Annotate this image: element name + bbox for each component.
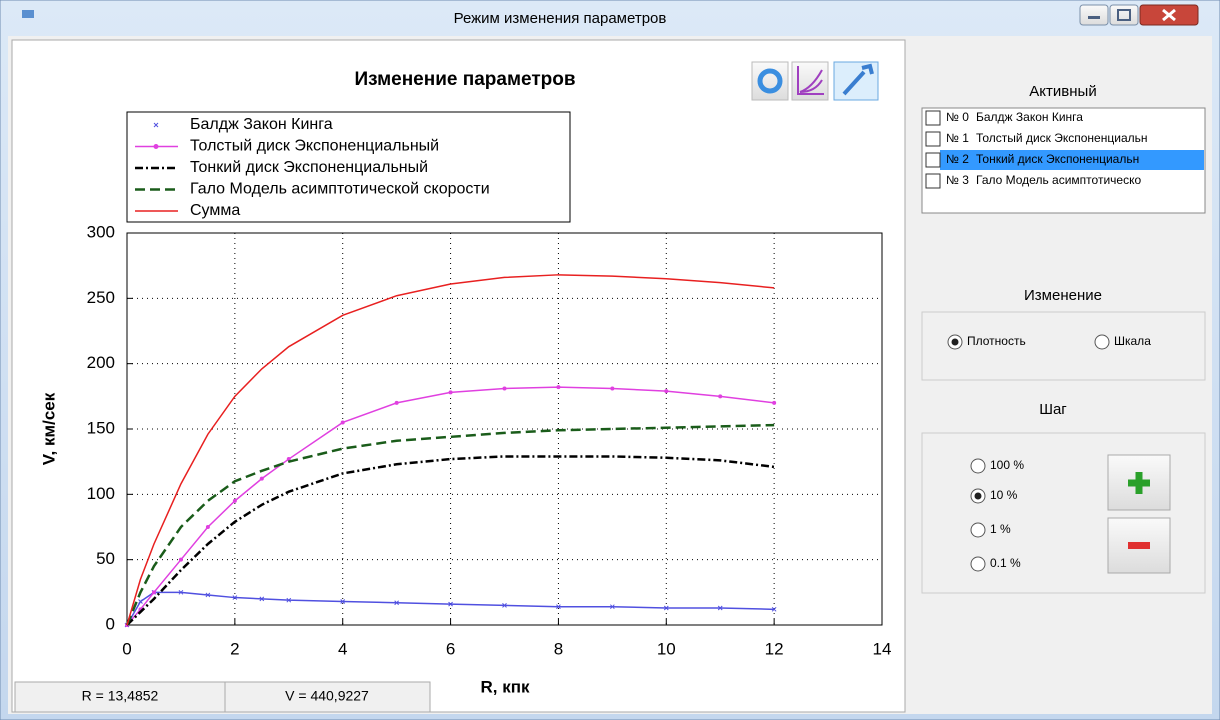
legend-label: Балдж Закон Кинга: [190, 116, 333, 133]
list-item-name: Тонкий диск Экспоненциальн: [976, 152, 1139, 166]
legend-marker: [154, 144, 159, 149]
x-tick-label: 0: [122, 639, 131, 658]
legend-label: Гало Модель асимптотической скорости: [190, 181, 490, 198]
minus-icon: [1128, 542, 1150, 549]
window-title: Режим изменения параметров: [454, 10, 667, 27]
y-tick-label: 100: [87, 484, 115, 503]
x-tick-label: 2: [230, 639, 239, 658]
x-tick-label: 12: [765, 639, 784, 658]
step-title: Шаг: [1039, 401, 1067, 418]
radio-label: Шкала: [1114, 334, 1151, 348]
list-item-number: № 0: [946, 110, 969, 124]
radio-button[interactable]: [971, 523, 985, 537]
radio-dot: [975, 493, 982, 500]
marker: [610, 386, 614, 390]
list-item-name: Гало Модель асимптотическо: [976, 173, 1141, 187]
marker: [179, 558, 183, 562]
y-tick-label: 300: [87, 222, 115, 241]
radio-button[interactable]: [1095, 335, 1109, 349]
marker: [664, 389, 668, 393]
list-item-number: № 1: [946, 131, 969, 145]
change-title: Изменение: [1024, 287, 1102, 304]
marker: [449, 390, 453, 394]
radio-label: Плотность: [967, 334, 1026, 348]
list-item-number: № 3: [946, 173, 969, 187]
marker: [260, 477, 264, 481]
radio-label: 10 %: [990, 488, 1018, 502]
marker: [341, 420, 345, 424]
marker: [772, 401, 776, 405]
window: Режим изменения параметров Изменение пар…: [0, 0, 1220, 720]
radio-dot: [952, 339, 959, 346]
y-tick-label: 50: [96, 549, 115, 568]
marker: [206, 525, 210, 529]
x-tick-label: 8: [554, 639, 563, 658]
window-icon: [22, 10, 34, 18]
legend-label: Тонкий диск Экспоненциальный: [190, 159, 428, 176]
list-checkbox[interactable]: [926, 153, 940, 167]
y-tick-label: 0: [106, 614, 115, 633]
legend: Балдж Закон Кинга Толстый диск Экспоненци…: [127, 112, 570, 222]
maximize-button[interactable]: [1110, 5, 1138, 25]
y-tick-label: 200: [87, 353, 115, 372]
x-tick-label: 6: [446, 639, 455, 658]
x-tick-label: 4: [338, 639, 347, 658]
radio-button[interactable]: [971, 557, 985, 571]
minimize-button[interactable]: [1080, 5, 1108, 25]
list-item-number: № 2: [946, 152, 969, 166]
x-tick-label: 10: [657, 639, 676, 658]
status-v: V = 440,9227: [285, 688, 369, 704]
status-r: R = 13,4852: [82, 688, 159, 704]
list-item-name: Балдж Закон Кинга: [976, 110, 1083, 124]
y-tick-label: 250: [87, 288, 115, 307]
chart-toolbar: [752, 62, 878, 100]
radio-button[interactable]: [971, 459, 985, 473]
legend-label: Сумма: [190, 202, 240, 219]
y-axis-label: V, км/сек: [39, 392, 58, 465]
list-checkbox[interactable]: [926, 132, 940, 146]
radio-label: 100 %: [990, 458, 1024, 472]
plot-frame: [127, 233, 882, 625]
active-title: Активный: [1029, 83, 1096, 100]
refresh-button[interactable]: [752, 62, 788, 100]
marker: [503, 386, 507, 390]
marker: [395, 401, 399, 405]
list-item-name: Толстый диск Экспоненциальн: [976, 131, 1148, 145]
chart-title: Изменение параметров: [354, 69, 575, 90]
list-checkbox[interactable]: [926, 111, 940, 125]
radio-label: 0.1 %: [990, 556, 1021, 570]
x-tick-label: 14: [873, 639, 892, 658]
marker: [718, 394, 722, 398]
y-tick-label: 150: [87, 418, 115, 437]
legend-label: Толстый диск Экспоненциальный: [190, 138, 439, 155]
marker: [233, 499, 237, 503]
list-checkbox[interactable]: [926, 174, 940, 188]
x-axis-label: R, кпк: [480, 677, 529, 696]
radio-label: 1 %: [990, 522, 1011, 536]
marker: [556, 385, 560, 389]
marker: [152, 590, 156, 594]
minimize-icon: [1088, 16, 1100, 19]
